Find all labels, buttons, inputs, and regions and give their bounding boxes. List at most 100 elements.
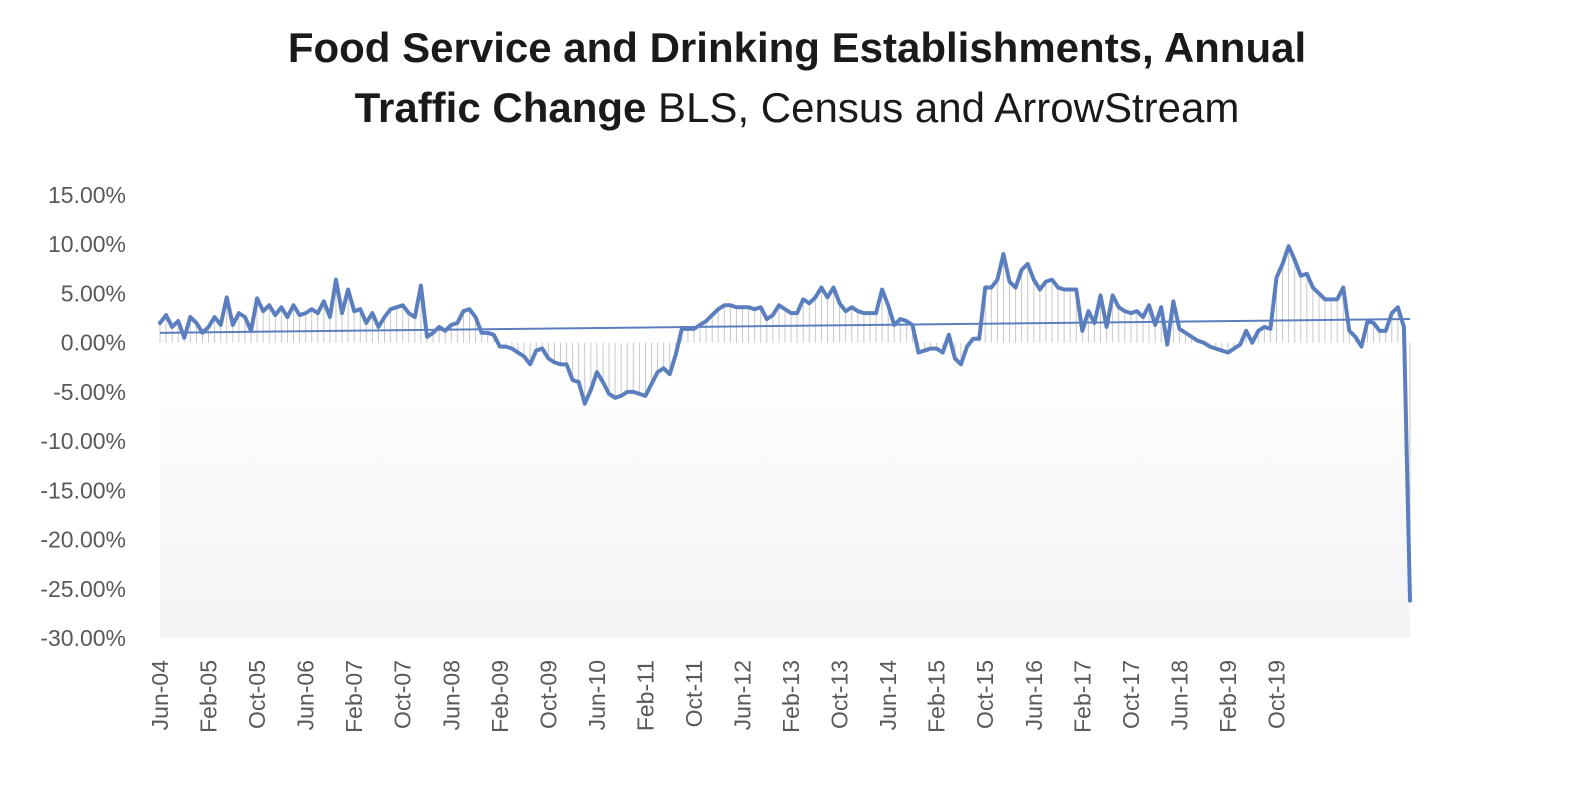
data-point — [844, 309, 848, 313]
x-tick-label: Feb-15 — [924, 660, 950, 733]
data-point — [1038, 288, 1042, 292]
data-point — [1305, 272, 1309, 276]
data-point — [370, 311, 374, 315]
data-point — [164, 313, 168, 317]
data-point — [1092, 321, 1096, 325]
x-tick-label: Jun-04 — [147, 660, 173, 731]
data-point — [1262, 325, 1266, 329]
data-point — [237, 311, 241, 315]
y-tick-label: 0.00% — [61, 330, 126, 356]
data-point — [686, 327, 690, 331]
data-point — [419, 284, 423, 288]
y-tick-label: 5.00% — [61, 280, 126, 306]
data-point — [1317, 291, 1321, 295]
data-point — [874, 311, 878, 315]
data-point — [1220, 349, 1224, 353]
data-point — [577, 380, 581, 384]
x-tick-label: Oct-17 — [1118, 660, 1144, 729]
data-point — [971, 337, 975, 341]
data-point — [868, 311, 872, 315]
data-point — [1408, 599, 1412, 603]
data-point — [261, 309, 265, 313]
data-point — [637, 392, 641, 396]
data-point — [1032, 278, 1036, 282]
x-tick-label: Feb-07 — [341, 660, 367, 733]
data-point — [1020, 268, 1024, 272]
data-point — [407, 311, 411, 315]
data-point — [595, 370, 599, 374]
data-point — [1402, 325, 1406, 329]
data-point — [383, 315, 387, 319]
data-point — [813, 295, 817, 299]
data-point — [1208, 345, 1212, 349]
data-point — [935, 347, 939, 351]
x-tick-label: Oct-07 — [390, 660, 416, 729]
data-point — [923, 349, 927, 353]
data-point — [1366, 319, 1370, 323]
data-point — [492, 333, 496, 337]
data-point — [389, 307, 393, 311]
data-point — [783, 307, 787, 311]
data-point — [1323, 297, 1327, 301]
data-point — [207, 325, 211, 329]
data-point — [480, 331, 484, 335]
data-point — [395, 305, 399, 309]
data-point — [504, 345, 508, 349]
data-point — [213, 315, 217, 319]
data-point — [765, 317, 769, 321]
data-point — [1335, 297, 1339, 301]
data-point — [474, 315, 478, 319]
x-tick-label: Oct-15 — [972, 660, 998, 729]
x-tick-label: Oct-09 — [535, 660, 561, 729]
x-tick-label: Oct-13 — [827, 660, 853, 729]
data-point — [722, 303, 726, 307]
y-tick-label: -10.00% — [40, 428, 126, 454]
x-tick-label: Jun-10 — [584, 660, 610, 730]
data-point — [692, 327, 696, 331]
data-point — [680, 327, 684, 331]
x-tick-label: Oct-11 — [681, 660, 707, 727]
data-point — [916, 351, 920, 355]
y-tick-label: 10.00% — [48, 231, 126, 257]
x-tick-label: Jun-14 — [875, 660, 901, 731]
data-point — [1080, 329, 1084, 333]
x-tick-label: Oct-19 — [1264, 660, 1290, 729]
data-point — [716, 307, 720, 311]
data-point — [546, 356, 550, 360]
data-point — [1008, 280, 1012, 284]
data-point — [425, 335, 429, 339]
data-point — [583, 402, 587, 406]
data-point — [941, 351, 945, 355]
chart-title-line1: Food Service and Drinking Establishments… — [287, 24, 1307, 71]
data-point — [1105, 325, 1109, 329]
chart-source-text: BLS, Census and ArrowStream — [646, 84, 1240, 131]
data-point — [298, 313, 302, 317]
data-point — [1281, 262, 1285, 266]
x-tick-label: Jun-06 — [293, 660, 319, 730]
data-point — [243, 315, 247, 319]
data-point — [1396, 305, 1400, 309]
data-point — [1117, 305, 1121, 309]
y-tick-label: -30.00% — [40, 625, 126, 651]
trendline — [159, 318, 1411, 334]
x-tick-label: Feb-05 — [196, 660, 222, 733]
data-point — [904, 319, 908, 323]
data-point — [1099, 293, 1103, 297]
data-point — [552, 360, 556, 364]
data-point — [328, 315, 332, 319]
chart-title-line2: Traffic Change BLS, Census and ArrowStre… — [0, 78, 1594, 138]
data-point — [1068, 288, 1072, 292]
data-point — [1062, 288, 1066, 292]
data-point — [534, 349, 538, 353]
data-point — [437, 325, 441, 329]
data-point — [200, 331, 204, 335]
data-point — [1293, 258, 1297, 262]
data-point — [1050, 278, 1054, 282]
data-point — [965, 345, 969, 349]
data-point — [401, 303, 405, 307]
data-point — [880, 288, 884, 292]
data-point — [886, 303, 890, 307]
data-point — [1287, 244, 1291, 248]
chart-title: Food Service and Drinking Establishments… — [0, 18, 1594, 138]
